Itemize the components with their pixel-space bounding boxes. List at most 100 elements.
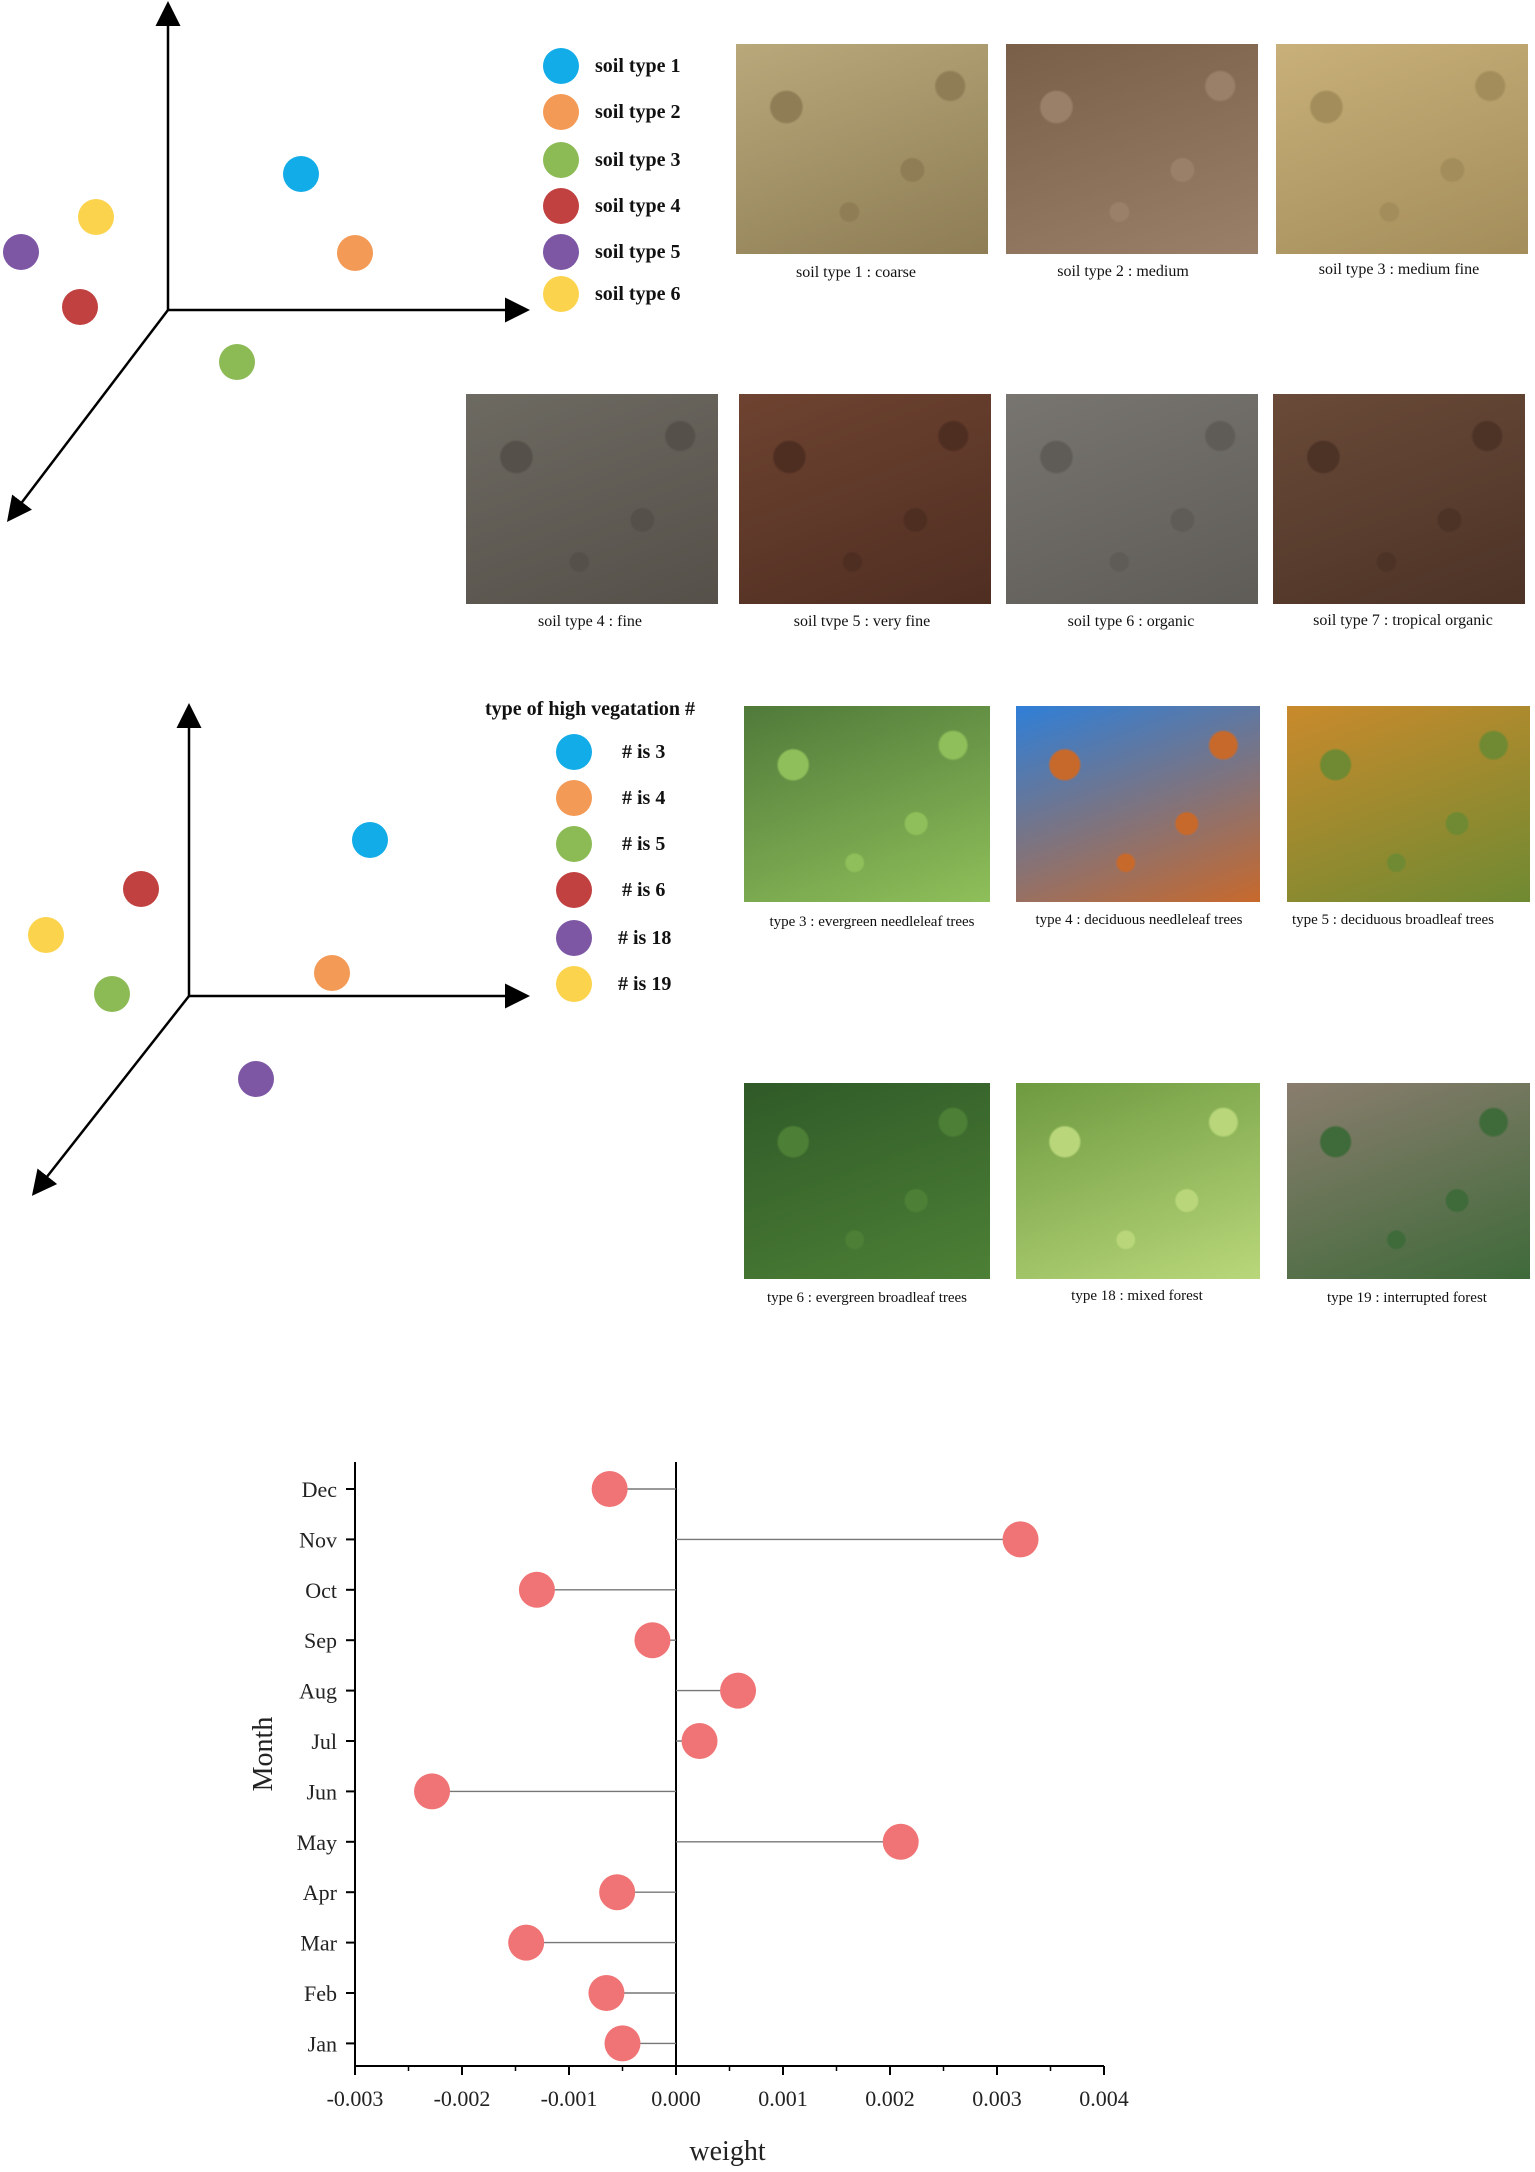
lollipop-point bbox=[604, 2025, 641, 2062]
veg-point-5 bbox=[94, 976, 130, 1012]
veg-point-4 bbox=[314, 955, 350, 991]
lollipop-point bbox=[508, 1924, 545, 1961]
legend-dot bbox=[543, 142, 579, 178]
x-tick-label: 0.004 bbox=[1079, 2086, 1129, 2111]
soil-legend-item: soil type 5 bbox=[543, 232, 681, 272]
legend-label: soil type 3 bbox=[595, 148, 681, 171]
lollipop-point bbox=[599, 1874, 636, 1911]
veg-legend-item: # is 4 bbox=[556, 778, 665, 818]
x-tick-label: 0.003 bbox=[972, 2086, 1022, 2111]
y-tick-label: Jan bbox=[308, 2031, 337, 2056]
veg-photo-5 bbox=[1287, 706, 1530, 902]
soil-caption-3: soil type 3 : medium fine bbox=[1318, 261, 1480, 278]
legend-dot bbox=[543, 94, 579, 130]
y-tick-label: Feb bbox=[304, 1981, 337, 2006]
soil-photo-5 bbox=[739, 394, 991, 604]
lollipop-point bbox=[518, 1571, 555, 1608]
soil-photo-3 bbox=[1276, 44, 1528, 254]
soil-caption-4: soil type 4 : fine bbox=[538, 613, 642, 630]
soil-point-6 bbox=[78, 199, 114, 235]
legend-label: # is 5 bbox=[622, 832, 666, 855]
veg-legend-item: # is 5 bbox=[556, 824, 665, 864]
veg-legend-title: type of high vegatation # bbox=[485, 698, 695, 720]
x-tick-label: 0.001 bbox=[758, 2086, 808, 2111]
soil-point-2 bbox=[337, 235, 373, 271]
y-tick-label: Sep bbox=[304, 1628, 337, 1653]
legend-dot bbox=[556, 872, 592, 908]
legend-dot bbox=[543, 188, 579, 224]
lollipop-point bbox=[588, 1975, 625, 2011]
x-tick-label: 0.002 bbox=[865, 2086, 915, 2111]
veg-point-6 bbox=[123, 871, 159, 907]
y-tick-label: Apr bbox=[303, 1880, 338, 1905]
y-tick-label: Dec bbox=[302, 1477, 338, 1502]
soil-legend-item: soil type 6 bbox=[543, 274, 681, 314]
veg-legend-item: # is 3 bbox=[556, 732, 665, 772]
veg-point-19 bbox=[28, 917, 64, 953]
y-tick-label: Aug bbox=[299, 1679, 337, 1704]
y-tick-label: Jun bbox=[306, 1779, 337, 1804]
soil-caption-6: soil type 6 : organic bbox=[1067, 613, 1195, 630]
legend-label: soil type 5 bbox=[595, 240, 681, 263]
soil-legend-item: soil type 1 bbox=[543, 46, 681, 86]
lollipop-point bbox=[591, 1471, 628, 1507]
veg-photo-4 bbox=[1016, 706, 1260, 902]
veg-legend-item: # is 6 bbox=[556, 870, 665, 910]
legend-label: soil type 4 bbox=[595, 194, 681, 217]
legend-label: # is 3 bbox=[622, 740, 666, 763]
legend-dot bbox=[543, 48, 579, 84]
lollipop-point bbox=[1002, 1521, 1039, 1558]
soil-caption-7: soil type 7 : tropical organic bbox=[1313, 612, 1493, 629]
soil-legend-item: soil type 4 bbox=[543, 186, 681, 226]
soil-photo-4 bbox=[466, 394, 718, 604]
veg-caption-3: type 3 : evergreen needleleaf trees bbox=[769, 914, 975, 930]
soil-photo-2 bbox=[1006, 44, 1258, 254]
soil-photo-1 bbox=[736, 44, 988, 254]
soil-point-5 bbox=[3, 234, 39, 270]
veg-caption-6: type 6 : evergreen broadleaf trees bbox=[766, 1290, 968, 1306]
legend-label: # is 4 bbox=[622, 786, 666, 809]
legend-dot bbox=[543, 234, 579, 270]
soil-point-1 bbox=[283, 156, 319, 192]
soil-caption-2: soil type 2 : medium bbox=[1057, 263, 1189, 280]
legend-dot bbox=[556, 966, 592, 1002]
x-tick-label: -0.001 bbox=[541, 2086, 598, 2111]
legend-dot bbox=[556, 780, 592, 816]
veg-legend-item: # is 19 bbox=[556, 964, 671, 1004]
veg-photo-3 bbox=[744, 706, 990, 902]
soil-legend-item: soil type 3 bbox=[543, 140, 681, 180]
legend-label: # is 6 bbox=[622, 878, 666, 901]
legend-dot bbox=[543, 276, 579, 312]
veg-caption-5: type 5 : deciduous broadleaf trees bbox=[1291, 912, 1494, 928]
veg-point-3 bbox=[352, 822, 388, 858]
veg-point-18 bbox=[238, 1061, 274, 1097]
lollipop-point bbox=[720, 1672, 757, 1709]
veg-photo-18 bbox=[1016, 1083, 1260, 1279]
veg-caption-4: type 4 : deciduous needleleaf trees bbox=[1035, 912, 1243, 928]
soil-point-4 bbox=[62, 289, 98, 325]
lollipop-point bbox=[634, 1622, 671, 1659]
legend-dot bbox=[556, 920, 592, 956]
legend-label: soil type 1 bbox=[595, 54, 681, 77]
x-axis-label: weight bbox=[689, 2136, 765, 2167]
soil-photo-6 bbox=[1006, 394, 1258, 604]
legend-label: # is 18 bbox=[618, 926, 672, 949]
legend-label: # is 19 bbox=[618, 972, 672, 995]
soil-photo-7 bbox=[1273, 394, 1525, 604]
x-tick-label: -0.003 bbox=[327, 2086, 384, 2111]
x-tick-label: -0.002 bbox=[434, 2086, 491, 2111]
x-tick-label: 0.000 bbox=[651, 2086, 701, 2111]
y-tick-label: May bbox=[297, 1830, 337, 1855]
legend-dot bbox=[556, 734, 592, 770]
veg-caption-19: type 19 : interrupted forest bbox=[1327, 1290, 1487, 1306]
lollipop-point bbox=[414, 1773, 451, 1810]
veg-photo-6 bbox=[744, 1083, 990, 1279]
legend-label: soil type 2 bbox=[595, 100, 681, 123]
y-axis-label: Month bbox=[248, 1717, 279, 1792]
soil-caption-1: soil type 1 : coarse bbox=[796, 264, 916, 281]
y-tick-label: Jul bbox=[311, 1729, 337, 1754]
lollipop-point bbox=[681, 1723, 718, 1759]
legend-dot bbox=[556, 826, 592, 862]
veg-caption-18: type 18 : mixed forest bbox=[1071, 1288, 1203, 1304]
